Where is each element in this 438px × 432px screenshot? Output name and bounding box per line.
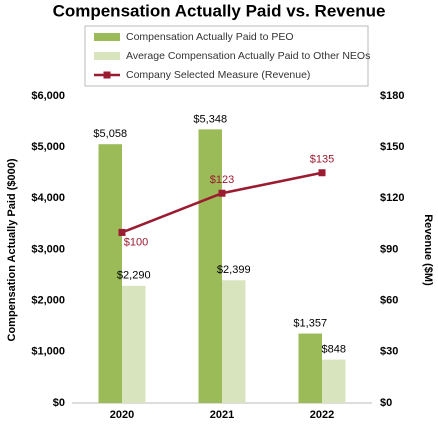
y2-tick-label: $180 [380,90,404,102]
y2-tick-label: $30 [380,346,398,358]
y-tick-label: $4,000 [31,192,65,204]
data-label: $135 [310,154,334,166]
legend-marker [103,71,111,79]
y-tick-label: $2,000 [31,295,65,307]
y-tick-label: $6,000 [31,90,65,102]
line-marker [218,189,226,197]
y-tick-label: $0 [53,397,65,409]
data-label: $100 [124,236,148,248]
line-marker [318,169,326,177]
bar [198,129,222,404]
chart-title: Compensation Actually Paid vs. Revenue [53,1,386,20]
legend-label: Company Selected Measure (Revenue) [126,69,310,81]
bar [98,144,122,403]
y2-tick-label: $90 [380,243,398,255]
bar [222,280,246,403]
data-label: $848 [322,344,346,356]
legend-box [84,25,369,87]
x-tick-label: 2020 [110,409,134,421]
y2-axis-label: Revenue ($M) [422,214,434,286]
y-tick-label: $1,000 [31,346,65,358]
legend-swatch [94,33,120,41]
legend-label: Compensation Actually Paid to PEO [126,31,294,43]
y-tick-label: $3,000 [31,243,65,255]
data-label: $2,399 [217,264,251,276]
x-tick-label: 2022 [310,409,334,421]
data-label: $5,058 [93,128,127,140]
line-marker [118,228,126,236]
y-tick-label: $5,000 [31,141,65,153]
legend-label: Average Compensation Actually Paid to Ot… [126,50,370,62]
bar [298,333,322,403]
y2-tick-label: $120 [380,192,404,204]
bar [122,285,146,403]
y2-tick-label: $60 [380,295,398,307]
y-axis-label: Compensation Actually Paid ($000) [6,158,18,341]
bar [322,359,346,403]
data-label: $2,290 [117,270,151,282]
data-label: $5,348 [193,113,227,125]
y2-tick-label: $0 [380,397,392,409]
data-label: $1,357 [293,317,327,329]
y2-tick-label: $150 [380,141,404,153]
x-tick-label: 2021 [210,409,234,421]
data-label: $123 [210,174,234,186]
legend-swatch [94,52,120,60]
